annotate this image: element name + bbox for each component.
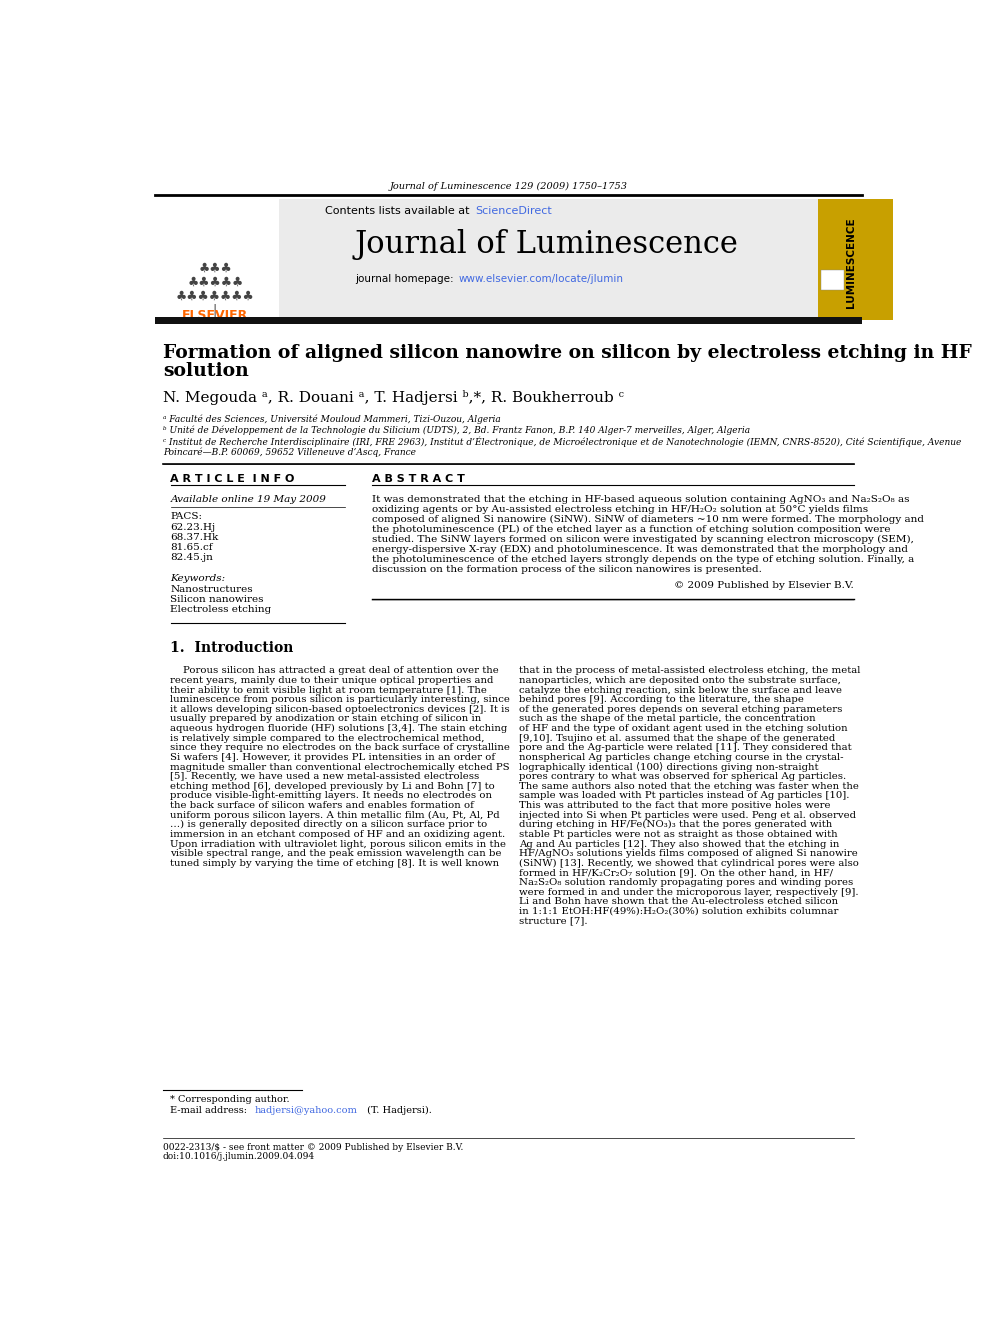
Text: doi:10.1016/j.jlumin.2009.04.094: doi:10.1016/j.jlumin.2009.04.094 — [163, 1152, 314, 1162]
Text: pore and the Ag-particle were related [11]. They considered that: pore and the Ag-particle were related [1… — [519, 744, 852, 753]
Text: nanoparticles, which are deposited onto the substrate surface,: nanoparticles, which are deposited onto … — [519, 676, 841, 685]
Text: 1.  Introduction: 1. Introduction — [171, 642, 294, 655]
Bar — [820, 270, 844, 290]
Text: E-mail address:: E-mail address: — [171, 1106, 251, 1115]
Text: Available online 19 May 2009: Available online 19 May 2009 — [171, 495, 326, 504]
Text: PACS:: PACS: — [171, 512, 202, 521]
Text: journal homepage:: journal homepage: — [355, 274, 457, 284]
Text: Contents lists available at: Contents lists available at — [324, 206, 473, 216]
Text: ♣♣♣
♣♣♣♣♣
♣♣♣♣♣♣♣
  |: ♣♣♣ ♣♣♣♣♣ ♣♣♣♣♣♣♣ | — [176, 262, 255, 318]
Text: hadjersi@yahoo.com: hadjersi@yahoo.com — [254, 1106, 357, 1115]
Text: The same authors also noted that the etching was faster when the: The same authors also noted that the etc… — [519, 782, 859, 791]
Text: A B S T R A C T: A B S T R A C T — [372, 474, 465, 484]
Text: LUMINESCENCE: LUMINESCENCE — [846, 217, 856, 308]
Text: the back surface of silicon wafers and enables formation of: the back surface of silicon wafers and e… — [171, 800, 474, 810]
Text: Li and Bohn have shown that the Au-electroless etched silicon: Li and Bohn have shown that the Au-elect… — [519, 897, 838, 906]
Text: produce visible-light-emitting layers. It needs no electrodes on: produce visible-light-emitting layers. I… — [171, 791, 492, 800]
Text: ScienceDirect: ScienceDirect — [475, 206, 552, 216]
Text: Keywords:: Keywords: — [171, 574, 225, 583]
Text: Poincaré—B.P. 60069, 59652 Villeneuve d’Ascq, France: Poincaré—B.P. 60069, 59652 Villeneuve d’… — [163, 447, 416, 456]
Text: catalyze the etching reaction, sink below the surface and leave: catalyze the etching reaction, sink belo… — [519, 685, 842, 695]
Text: it allows developing silicon-based optoelectronics devices [2]. It is: it allows developing silicon-based optoe… — [171, 705, 510, 714]
Text: sample was loaded with Pt particles instead of Ag particles [10].: sample was loaded with Pt particles inst… — [519, 791, 850, 800]
Text: Electroless etching: Electroless etching — [171, 605, 272, 614]
Text: their ability to emit visible light at room temperature [1]. The: their ability to emit visible light at r… — [171, 685, 487, 695]
Text: tuned simply by varying the time of etching [8]. It is well known: tuned simply by varying the time of etch… — [171, 859, 500, 868]
Text: This was attributed to the fact that more positive holes were: This was attributed to the fact that mor… — [519, 800, 830, 810]
Bar — [275, 198, 817, 320]
Text: oxidizing agents or by Au-assisted electroless etching in HF/H₂O₂ solution at 50: oxidizing agents or by Au-assisted elect… — [372, 504, 868, 513]
Text: immersion in an etchant composed of HF and an oxidizing agent.: immersion in an etchant composed of HF a… — [171, 830, 506, 839]
Text: A R T I C L E  I N F O: A R T I C L E I N F O — [171, 474, 295, 484]
Text: ᶜ Institut de Recherche Interdisciplinaire (IRI, FRE 2963), Institut d’Électroni: ᶜ Institut de Recherche Interdisciplinai… — [163, 437, 961, 447]
Text: www.elsevier.com/locate/jlumin: www.elsevier.com/locate/jlumin — [458, 274, 624, 284]
Text: (SiNW) [13]. Recently, we showed that cylindrical pores were also: (SiNW) [13]. Recently, we showed that cy… — [519, 859, 859, 868]
Text: aqueous hydrogen fluoride (HF) solutions [3,4]. The stain etching: aqueous hydrogen fluoride (HF) solutions… — [171, 724, 508, 733]
Text: uniform porous silicon layers. A thin metallic film (Au, Pt, Al, Pd: uniform porous silicon layers. A thin me… — [171, 811, 500, 820]
Text: the photoluminescence (PL) of the etched layer as a function of etching solution: the photoluminescence (PL) of the etched… — [372, 524, 891, 533]
Text: composed of aligned Si nanowire (SiNW). SiNW of diameters ~10 nm were formed. Th: composed of aligned Si nanowire (SiNW). … — [372, 515, 924, 524]
Text: Nanostructures: Nanostructures — [171, 585, 253, 594]
Text: 81.65.cf: 81.65.cf — [171, 544, 213, 552]
Text: injected into Si when Pt particles were used. Peng et al. observed: injected into Si when Pt particles were … — [519, 811, 856, 820]
Text: energy-dispersive X-ray (EDX) and photoluminescence. It was demonstrated that th: energy-dispersive X-ray (EDX) and photol… — [372, 545, 908, 554]
Text: were formed in and under the microporous layer, respectively [9].: were formed in and under the microporous… — [519, 888, 859, 897]
Text: Formation of aligned silicon nanowire on silicon by electroless etching in HF: Formation of aligned silicon nanowire on… — [163, 344, 971, 361]
Text: stable Pt particles were not as straight as those obtained with: stable Pt particles were not as straight… — [519, 830, 838, 839]
Text: N. Megouda ᵃ, R. Douani ᵃ, T. Hadjersi ᵇ,*, R. Boukherroub ᶜ: N. Megouda ᵃ, R. Douani ᵃ, T. Hadjersi ᵇ… — [163, 390, 624, 405]
Text: luminescence from porous silicon is particularly interesting, since: luminescence from porous silicon is part… — [171, 695, 510, 704]
Text: ᵇ Unité de Développement de la Technologie du Silicium (UDTS), 2, Bd. Frantz Fan: ᵇ Unité de Développement de la Technolog… — [163, 426, 750, 435]
Text: solution: solution — [163, 363, 249, 380]
Text: Silicon nanowires: Silicon nanowires — [171, 595, 264, 603]
Text: Na₂S₂O₈ solution randomly propagating pores and winding pores: Na₂S₂O₈ solution randomly propagating po… — [519, 878, 853, 886]
Text: studied. The SiNW layers formed on silicon were investigated by scanning electro: studied. The SiNW layers formed on silic… — [372, 534, 914, 544]
Text: [5]. Recently, we have used a new metal-assisted electroless: [5]. Recently, we have used a new metal-… — [171, 773, 480, 781]
Text: ELSEVIER: ELSEVIER — [183, 308, 249, 321]
Text: [9,10]. Tsujino et al. assumed that the shape of the generated: [9,10]. Tsujino et al. assumed that the … — [519, 734, 835, 742]
Text: the photoluminescence of the etched layers strongly depends on the type of etchi: the photoluminescence of the etched laye… — [372, 554, 915, 564]
Text: nonspherical Ag particles change etching course in the crystal-: nonspherical Ag particles change etching… — [519, 753, 844, 762]
Text: pores contrary to what was observed for spherical Ag particles.: pores contrary to what was observed for … — [519, 773, 846, 781]
Text: Ag and Au particles [12]. They also showed that the etching in: Ag and Au particles [12]. They also show… — [519, 840, 839, 848]
Text: usually prepared by anodization or stain etching of silicon in: usually prepared by anodization or stain… — [171, 714, 482, 724]
Text: structure [7].: structure [7]. — [519, 917, 588, 926]
Text: 0022-2313/$ - see front matter © 2009 Published by Elsevier B.V.: 0022-2313/$ - see front matter © 2009 Pu… — [163, 1143, 463, 1152]
Text: HF/AgNO₃ solutions yields films composed of aligned Si nanowire: HF/AgNO₃ solutions yields films composed… — [519, 849, 858, 859]
Text: during etching in HF/Fe(NO₃)₃ that the pores generated with: during etching in HF/Fe(NO₃)₃ that the p… — [519, 820, 832, 830]
Text: formed in HF/K₂Cr₂O₇ solution [9]. On the other hand, in HF/: formed in HF/K₂Cr₂O₇ solution [9]. On th… — [519, 868, 833, 877]
Text: (T. Hadjersi).: (T. Hadjersi). — [364, 1106, 433, 1115]
Text: Upon irradiation with ultraviolet light, porous silicon emits in the: Upon irradiation with ultraviolet light,… — [171, 840, 507, 848]
Text: …) is generally deposited directly on a silicon surface prior to: …) is generally deposited directly on a … — [171, 820, 488, 830]
Text: in 1:1:1 EtOH:HF(49%):H₂O₂(30%) solution exhibits columnar: in 1:1:1 EtOH:HF(49%):H₂O₂(30%) solution… — [519, 908, 838, 916]
Text: of the generated pores depends on several etching parameters: of the generated pores depends on severa… — [519, 705, 842, 714]
Text: Journal of Luminescence 129 (2009) 1750–1753: Journal of Luminescence 129 (2009) 1750–… — [390, 183, 627, 191]
Bar — [155, 198, 279, 320]
Text: ᵃ Faculté des Sciences, Université Mouloud Mammeri, Tizi-Ouzou, Algeria: ᵃ Faculté des Sciences, Université Moulo… — [163, 414, 501, 423]
Text: Porous silicon has attracted a great deal of attention over the: Porous silicon has attracted a great dea… — [171, 667, 499, 675]
Text: visible spectral range, and the peak emission wavelength can be: visible spectral range, and the peak emi… — [171, 849, 502, 859]
Text: © 2009 Published by Elsevier B.V.: © 2009 Published by Elsevier B.V. — [675, 581, 854, 590]
Bar — [155, 316, 862, 324]
Text: etching method [6], developed previously by Li and Bohn [7] to: etching method [6], developed previously… — [171, 782, 495, 791]
Text: that in the process of metal-assisted electroless etching, the metal: that in the process of metal-assisted el… — [519, 667, 861, 675]
Text: is relatively simple compared to the electrochemical method,: is relatively simple compared to the ele… — [171, 734, 485, 742]
Text: since they require no electrodes on the back surface of crystalline: since they require no electrodes on the … — [171, 744, 510, 753]
Bar — [817, 198, 893, 320]
Text: 68.37.Hk: 68.37.Hk — [171, 533, 219, 542]
Text: Si wafers [4]. However, it provides PL intensities in an order of: Si wafers [4]. However, it provides PL i… — [171, 753, 496, 762]
Text: lographically identical ⟨100⟩ directions giving non-straight: lographically identical ⟨100⟩ directions… — [519, 762, 818, 773]
Text: It was demonstrated that the etching in HF-based aqueous solution containing AgN: It was demonstrated that the etching in … — [372, 495, 910, 504]
Text: recent years, mainly due to their unique optical properties and: recent years, mainly due to their unique… — [171, 676, 494, 685]
Text: Journal of Luminescence: Journal of Luminescence — [354, 229, 738, 261]
Text: * Corresponding author.: * Corresponding author. — [171, 1095, 290, 1105]
Text: 62.23.Hj: 62.23.Hj — [171, 523, 215, 532]
Text: magnitude smaller than conventional electrochemically etched PS: magnitude smaller than conventional elec… — [171, 762, 510, 771]
Text: 82.45.jn: 82.45.jn — [171, 553, 213, 562]
Text: of HF and the type of oxidant agent used in the etching solution: of HF and the type of oxidant agent used… — [519, 724, 848, 733]
Text: discussion on the formation process of the silicon nanowires is presented.: discussion on the formation process of t… — [372, 565, 762, 574]
Text: behind pores [9]. According to the literature, the shape: behind pores [9]. According to the liter… — [519, 695, 805, 704]
Text: such as the shape of the metal particle, the concentration: such as the shape of the metal particle,… — [519, 714, 815, 724]
